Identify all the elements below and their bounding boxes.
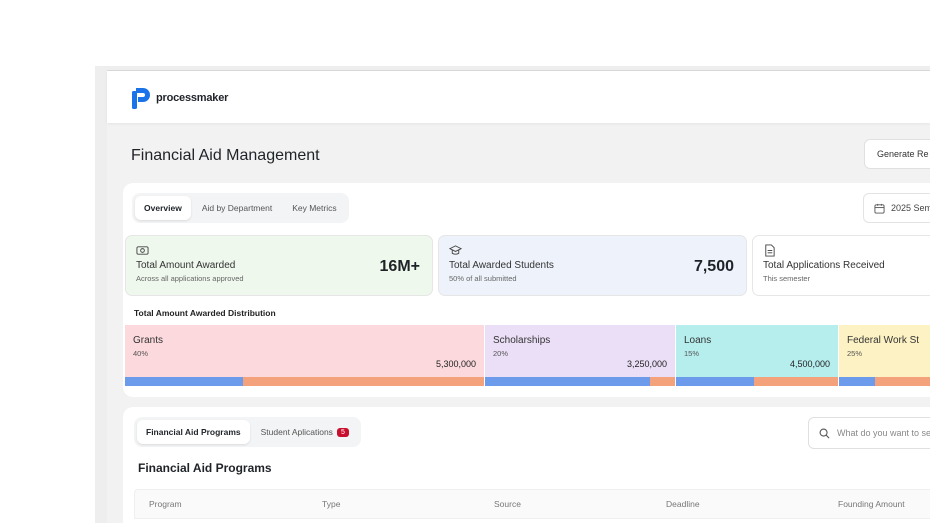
segment-progress-bar <box>485 377 675 386</box>
search-placeholder: What do you want to se <box>837 428 930 438</box>
bar-orange <box>650 377 675 386</box>
segment-scholarships[interactable]: Scholarships 20% 3,250,000 <box>485 325 675 386</box>
column-header-deadline[interactable]: Deadline <box>666 499 700 509</box>
segment-progress-bar <box>676 377 838 386</box>
generate-report-button[interactable]: Generate Re <box>864 139 930 169</box>
tab-key-metrics[interactable]: Key Metrics <box>292 203 337 213</box>
tab-student-applications[interactable]: Student Aplications 5 <box>252 420 358 444</box>
top-bar: processmaker <box>107 71 930 123</box>
overview-tabs: Overview Aid by Department Key Metrics <box>132 193 349 223</box>
column-header-type[interactable]: Type <box>322 499 341 509</box>
column-header-founding-amount[interactable]: Founding Amount <box>838 499 905 509</box>
segment-amount: 3,250,000 <box>626 359 667 369</box>
segment-federal-work-study[interactable]: Federal Work St 25% <box>839 325 930 386</box>
segment-amount: 4,500,000 <box>789 359 830 369</box>
stat-label: Total Amount Awarded <box>136 260 236 271</box>
logo[interactable]: processmaker <box>132 87 228 109</box>
money-icon <box>136 246 149 255</box>
graduation-cap-icon <box>449 245 462 255</box>
stat-label: Total Awarded Students <box>449 260 554 271</box>
programs-tabs: Financial Aid Programs Student Aplicatio… <box>134 417 361 447</box>
app-window: processmaker Financial Aid Management Ge… <box>107 70 930 523</box>
bar-orange <box>243 377 484 386</box>
stat-value: 16M+ <box>379 258 420 275</box>
segment-loans[interactable]: Loans 15% 4,500,000 <box>676 325 838 386</box>
tab-financial-aid-programs[interactable]: Financial Aid Programs <box>137 420 250 444</box>
segment-amount: 5,300,000 <box>435 359 476 369</box>
overview-card: Overview Aid by Department Key Metrics 2… <box>123 183 930 397</box>
stat-card-awarded-students: Total Awarded Students 50% of all submit… <box>438 235 747 296</box>
segment-percent: 40% <box>133 349 149 358</box>
semester-select[interactable]: 2025 Sem <box>863 193 930 223</box>
segment-progress-bar <box>125 377 484 386</box>
tab-label: Student Aplications <box>260 427 333 437</box>
search-icon <box>819 428 830 438</box>
stat-value: 7,500 <box>693 258 734 275</box>
section-title: Financial Aid Programs <box>138 461 272 475</box>
count-badge: 5 <box>336 428 349 437</box>
page-title: Financial Aid Management <box>131 147 320 164</box>
segment-percent: 20% <box>493 349 509 358</box>
bar-blue <box>485 377 651 386</box>
stat-label: Total Applications Received <box>763 260 885 271</box>
column-header-program[interactable]: Program <box>149 499 182 509</box>
segment-grants[interactable]: Grants 40% 5,300,000 <box>125 325 484 386</box>
processmaker-logo-icon <box>132 88 150 109</box>
semester-label: 2025 Sem <box>891 203 930 213</box>
segment-name: Scholarships <box>493 335 551 346</box>
calendar-icon <box>874 203 885 214</box>
app-frame: processmaker Financial Aid Management Ge… <box>95 66 930 523</box>
bar-orange <box>875 377 930 386</box>
bar-blue <box>676 377 754 386</box>
segment-name: Loans <box>684 335 712 346</box>
column-header-source[interactable]: Source <box>494 499 521 509</box>
segment-percent: 25% <box>847 349 863 358</box>
table-header: Program Type Source Deadline Founding Am… <box>134 489 930 519</box>
segment-percent: 15% <box>684 349 700 358</box>
programs-card: Financial Aid Programs Student Aplicatio… <box>123 407 930 523</box>
tab-overview[interactable]: Overview <box>135 196 191 220</box>
bar-orange <box>753 377 838 386</box>
distribution-title: Total Amount Awarded Distribution <box>134 308 276 318</box>
segment-name: Federal Work St <box>847 335 920 346</box>
segment-name: Grants <box>133 335 164 346</box>
logo-text: processmaker <box>156 92 229 104</box>
stat-subtext: This semester <box>763 274 811 283</box>
segment-progress-bar <box>839 377 930 386</box>
tab-aid-by-department[interactable]: Aid by Department <box>201 203 273 213</box>
stat-subtext: 50% of all submitted <box>449 274 517 283</box>
stat-card-applications-received: Total Applications Received This semeste… <box>752 235 930 296</box>
document-icon <box>765 244 775 257</box>
bar-blue <box>839 377 875 386</box>
stat-subtext: Across all applications approved <box>136 274 244 283</box>
stat-card-total-amount: Total Amount Awarded Across all applicat… <box>125 235 433 296</box>
bar-blue <box>125 377 244 386</box>
search-input[interactable]: What do you want to se <box>808 417 930 449</box>
